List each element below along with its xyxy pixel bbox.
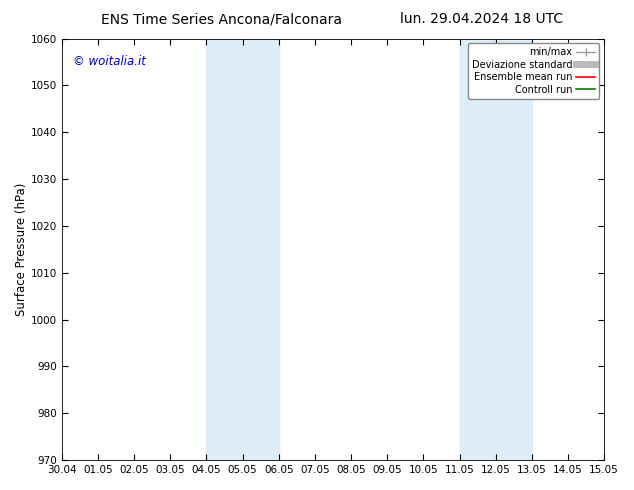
Text: lun. 29.04.2024 18 UTC: lun. 29.04.2024 18 UTC: [400, 12, 564, 26]
Text: ENS Time Series Ancona/Falconara: ENS Time Series Ancona/Falconara: [101, 12, 342, 26]
Text: © woitalia.it: © woitalia.it: [73, 55, 146, 69]
Legend: min/max, Deviazione standard, Ensemble mean run, Controll run: min/max, Deviazione standard, Ensemble m…: [468, 44, 599, 98]
Y-axis label: Surface Pressure (hPa): Surface Pressure (hPa): [15, 183, 28, 316]
Bar: [460, 39, 532, 460]
Bar: [207, 39, 279, 460]
